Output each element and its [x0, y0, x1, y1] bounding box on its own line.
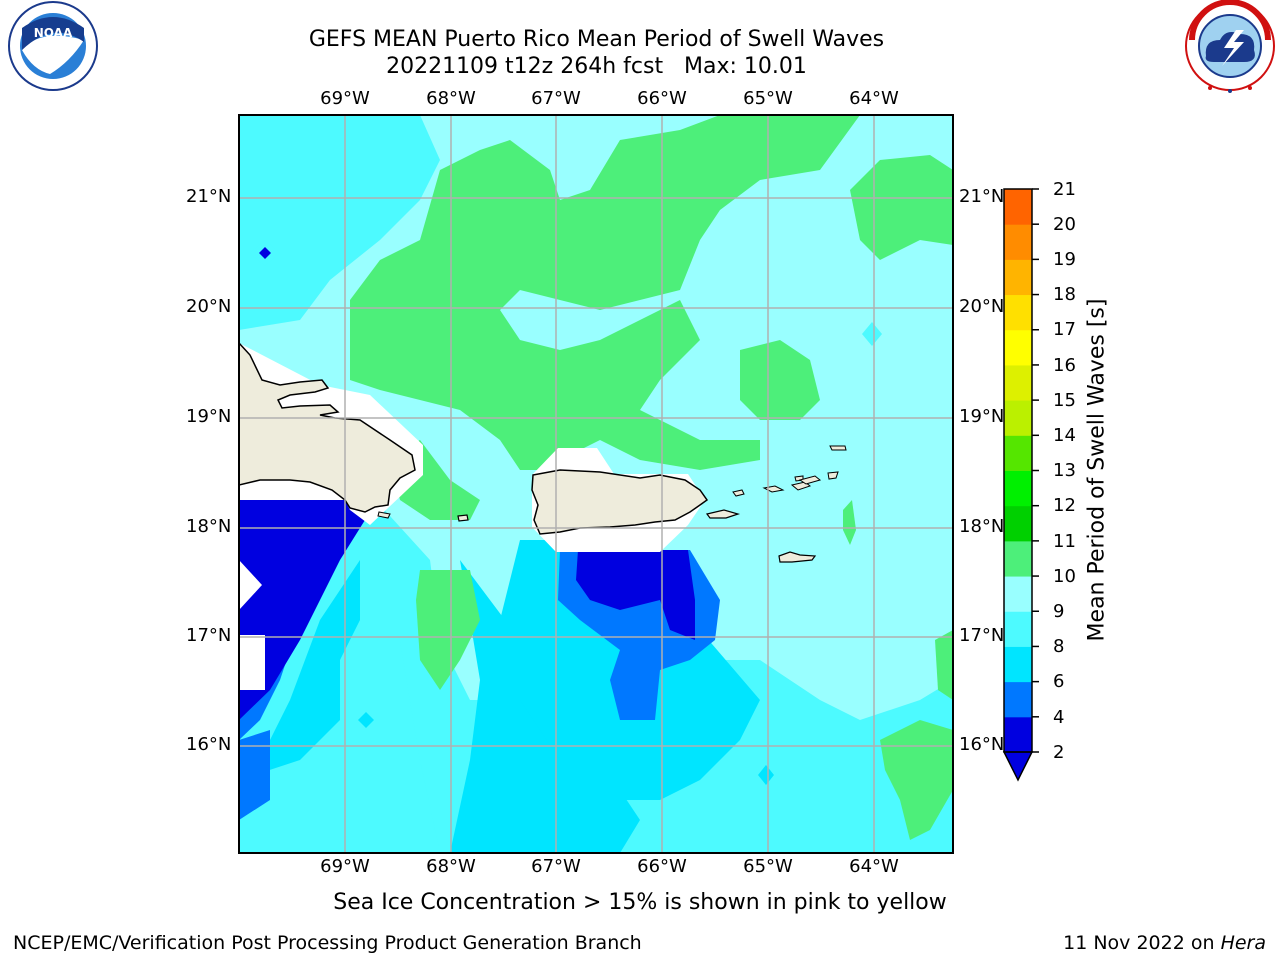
colorbar-swatch [1004, 400, 1032, 436]
lat-label-left-17n: 17°N [186, 625, 232, 646]
colorbar-tick-18: 18 [1053, 284, 1076, 305]
footer-host: Hera [1220, 932, 1266, 954]
map-border [238, 114, 954, 854]
lon-label-bottom-68w: 68°W [426, 856, 476, 877]
footer-date: 11 Nov 2022 on Hera [1063, 932, 1266, 954]
colorbar-tick-2: 2 [1053, 742, 1065, 763]
lat-label-left-20n: 20°N [186, 296, 232, 317]
lat-label-right-18n: 18°N [959, 516, 1005, 537]
lat-label-left-21n: 21°N [186, 186, 232, 207]
colorbar-swatch [1004, 681, 1032, 718]
colorbar-swatch [1004, 259, 1032, 296]
colorbar-swatch [1004, 470, 1032, 507]
colorbar-swatch [1004, 576, 1032, 612]
lon-label-bottom-69w: 69°W [320, 856, 370, 877]
colorbar-swatch [1004, 716, 1032, 753]
colorbar-tick-11: 11 [1053, 531, 1076, 552]
colorbar-tick-6: 6 [1053, 671, 1065, 692]
noaa-logo: NOAA [8, 1, 98, 91]
title-line-2: 20221109 t12z 264h fcst Max: 10.01 [386, 54, 807, 79]
colorbar-tick-4: 4 [1053, 707, 1065, 728]
colorbar-swatch [1004, 224, 1032, 260]
colorbar-swatch [1004, 329, 1032, 366]
map-gridlines [239, 115, 953, 853]
sea-ice-caption: Sea Ice Concentration > 15% is shown in … [333, 890, 947, 915]
lat-label-right-16n: 16°N [959, 734, 1005, 755]
colorbar-swatch [1004, 611, 1032, 647]
colorbar [1002, 188, 1039, 782]
colorbar-swatch [1004, 505, 1032, 542]
lat-label-right-20n: 20°N [959, 296, 1005, 317]
colorbar-tick-8: 8 [1053, 636, 1065, 657]
colorbar-swatch [1004, 294, 1032, 331]
colorbar-tick-16: 16 [1053, 355, 1076, 376]
lon-label-bottom-65w: 65°W [743, 856, 793, 877]
lon-label-top-65w: 65°W [743, 88, 793, 109]
colorbar-swatch [1004, 435, 1032, 471]
lon-label-top-64w: 64°W [849, 88, 899, 109]
lon-label-bottom-64w: 64°W [849, 856, 899, 877]
colorbar-tick-15: 15 [1053, 390, 1076, 411]
colorbar-tick-12: 12 [1053, 495, 1076, 516]
lon-label-top-67w: 67°W [531, 88, 581, 109]
colorbar-tick-17: 17 [1053, 319, 1076, 340]
colorbar-tick-20: 20 [1053, 214, 1076, 235]
lon-label-top-66w: 66°W [637, 88, 687, 109]
lat-label-right-17n: 17°N [959, 625, 1005, 646]
lat-label-right-21n: 21°N [959, 186, 1005, 207]
nws-logo [1185, 0, 1275, 93]
colorbar-swatch [1004, 646, 1032, 683]
colorbar-swatch [1004, 189, 1032, 225]
colorbar-tick-13: 13 [1053, 460, 1076, 481]
lon-label-bottom-66w: 66°W [637, 856, 687, 877]
footer-date-text: 11 Nov 2022 on [1063, 932, 1221, 954]
colorbar-tick-9: 9 [1053, 601, 1065, 622]
lat-label-right-19n: 19°N [959, 406, 1005, 427]
colorbar-swatch [1004, 364, 1032, 401]
footer-branch: NCEP/EMC/Verification Post Processing Pr… [13, 932, 642, 954]
lon-label-bottom-67w: 67°W [531, 856, 581, 877]
colorbar-tick-19: 19 [1053, 249, 1076, 270]
lat-label-left-19n: 19°N [186, 406, 232, 427]
lon-label-top-68w: 68°W [426, 88, 476, 109]
lat-label-left-16n: 16°N [186, 734, 232, 755]
colorbar-swatch [1004, 540, 1032, 577]
title-line-1: GEFS MEAN Puerto Rico Mean Period of Swe… [308, 27, 885, 52]
colorbar-label: Mean Period of Swell Waves [s] [1084, 298, 1110, 642]
colorbar-tick-10: 10 [1053, 566, 1076, 587]
colorbar-extend-arrow [1002, 751, 1034, 782]
colorbar-tick-21: 21 [1053, 179, 1076, 200]
colorbar-tick-14: 14 [1053, 425, 1076, 446]
svg-text:NOAA: NOAA [34, 26, 73, 40]
lat-label-left-18n: 18°N [186, 516, 232, 537]
swell-period-field [239, 115, 953, 853]
lon-label-top-69w: 69°W [320, 88, 370, 109]
